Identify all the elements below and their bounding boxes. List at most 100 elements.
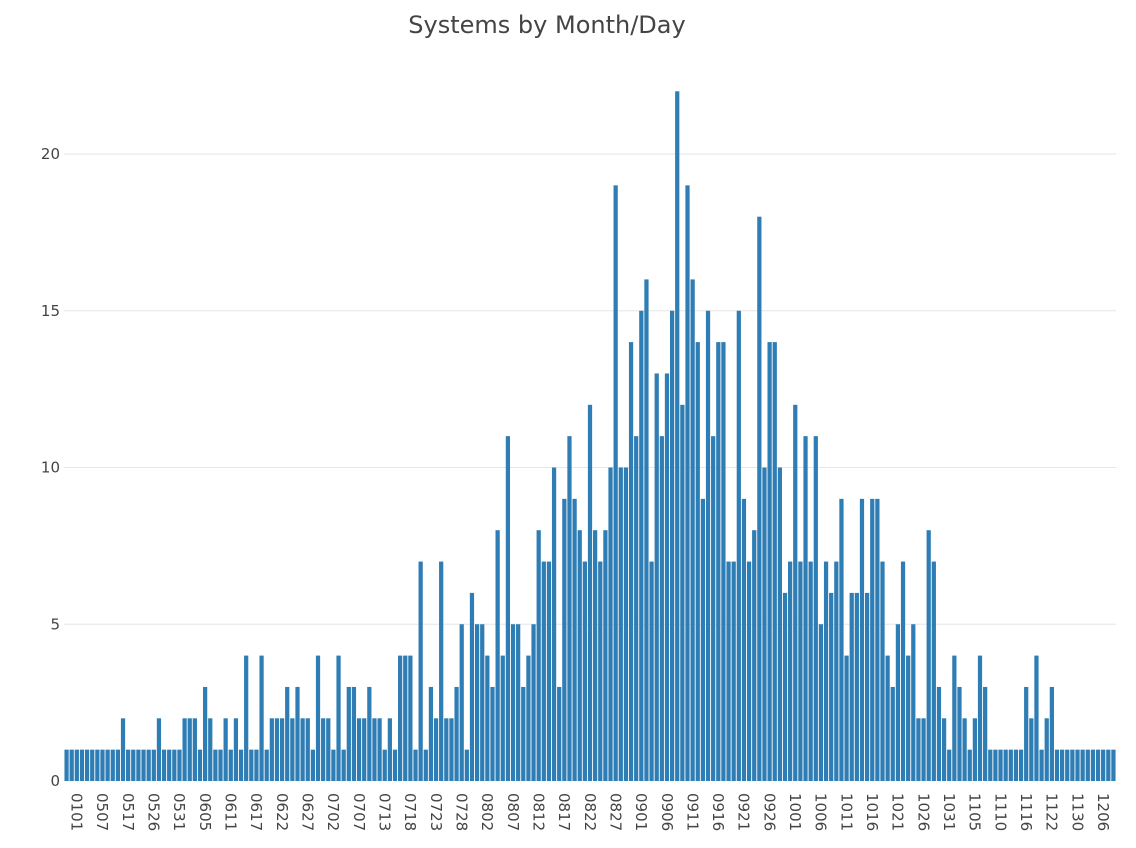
bar <box>788 561 793 781</box>
bar <box>818 624 824 781</box>
bar <box>695 342 700 781</box>
bar <box>1111 749 1116 781</box>
bar <box>218 749 223 781</box>
bar <box>228 749 233 781</box>
bar <box>808 561 813 781</box>
bar <box>423 749 428 781</box>
bar <box>1075 749 1080 781</box>
bar <box>341 749 346 781</box>
bar <box>331 749 336 781</box>
bar <box>315 655 321 781</box>
bar <box>95 749 100 781</box>
bar <box>141 749 146 781</box>
bar <box>669 310 675 781</box>
bar <box>156 718 162 781</box>
bar <box>100 749 105 781</box>
bar <box>911 624 916 781</box>
bar <box>505 436 511 781</box>
x-tick-label: 0622 <box>273 793 291 831</box>
bar <box>782 592 788 781</box>
bar <box>167 749 172 781</box>
bar <box>1090 749 1096 781</box>
bar <box>690 279 695 781</box>
x-tick-label: 1122 <box>1043 793 1061 831</box>
bars <box>64 91 1116 782</box>
bar <box>74 749 79 781</box>
bar <box>736 310 741 781</box>
bar <box>618 467 623 781</box>
bar <box>403 655 408 781</box>
bar <box>870 498 875 781</box>
x-tick-label: 1116 <box>1017 793 1035 831</box>
bar <box>182 718 187 781</box>
bar <box>895 624 901 781</box>
bar <box>69 749 74 781</box>
x-tick-label: 1110 <box>991 793 1009 831</box>
bar <box>254 749 259 781</box>
bar <box>659 436 664 781</box>
x-tick-label: 0728 <box>453 793 471 831</box>
x-tick-label: 0713 <box>376 793 394 831</box>
bar <box>79 749 85 781</box>
bar <box>936 686 942 781</box>
bar <box>567 436 572 781</box>
bar <box>587 404 593 781</box>
bar <box>705 310 711 781</box>
x-tick-label: 1206 <box>1094 793 1112 831</box>
bar <box>382 749 387 781</box>
bar <box>490 686 495 781</box>
bar <box>172 749 177 781</box>
bar <box>362 718 367 781</box>
bar <box>264 749 269 781</box>
bar <box>300 718 305 781</box>
bar <box>967 749 972 781</box>
bar <box>731 561 736 781</box>
bar <box>464 749 469 781</box>
bar <box>680 404 685 781</box>
bar <box>608 467 613 781</box>
bar <box>474 624 480 781</box>
x-tick-label: 0617 <box>247 793 265 831</box>
x-tick-label: 0627 <box>299 793 317 831</box>
bar <box>244 655 249 781</box>
bar <box>433 718 439 781</box>
bar <box>767 342 772 781</box>
bar <box>1044 718 1049 781</box>
bar <box>639 310 644 781</box>
bar <box>305 718 310 781</box>
x-tick-label: 0531 <box>170 793 188 831</box>
bar <box>634 436 639 781</box>
bar <box>269 718 274 781</box>
x-tick-label: 0911 <box>683 793 701 831</box>
bar <box>931 561 936 781</box>
bar <box>84 749 90 781</box>
bar <box>993 749 998 781</box>
bar <box>983 686 988 781</box>
bar <box>546 561 552 781</box>
bar <box>197 749 203 781</box>
x-tick-label: 0921 <box>735 793 753 831</box>
bar <box>536 530 541 781</box>
bar <box>413 749 418 781</box>
bar <box>916 718 921 781</box>
bar <box>880 561 885 781</box>
bar <box>1049 686 1054 781</box>
bar <box>947 749 952 781</box>
bar <box>326 718 331 781</box>
bar <box>310 749 315 781</box>
x-tick-label: 0901 <box>632 793 650 831</box>
x-tick-label: 0718 <box>401 793 419 831</box>
bar <box>444 718 449 781</box>
bar <box>454 686 459 781</box>
bar <box>285 686 290 781</box>
bar <box>572 498 577 781</box>
bar <box>577 530 582 781</box>
bar <box>295 686 300 781</box>
x-tick-label: 0822 <box>581 793 599 831</box>
y-tick-label: 20 <box>41 145 60 163</box>
bar <box>741 498 747 781</box>
bar <box>449 718 454 781</box>
x-tick-label: 0827 <box>606 793 624 831</box>
bar <box>664 373 670 781</box>
x-tick-label: 0906 <box>658 793 676 831</box>
